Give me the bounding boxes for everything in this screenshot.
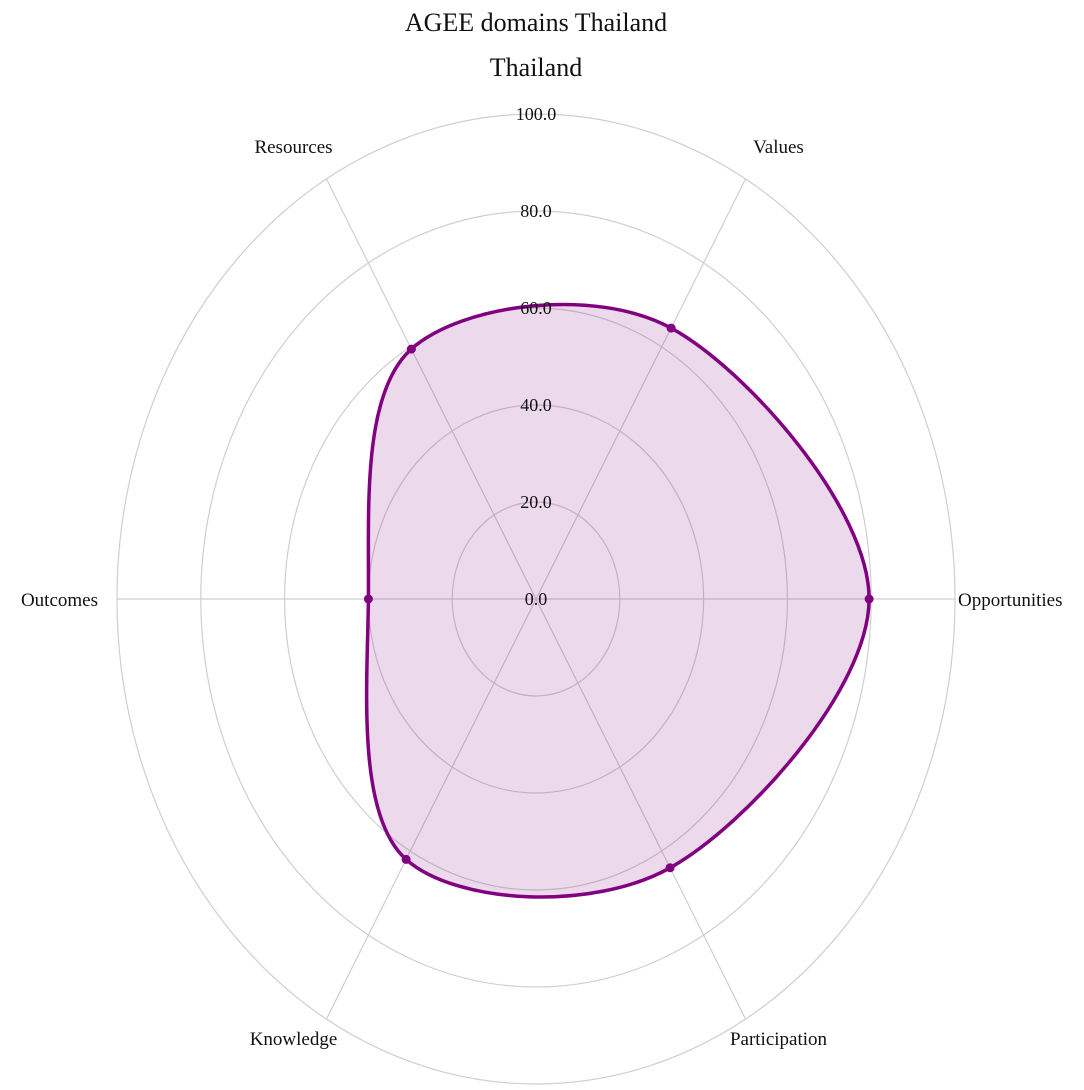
tick-label: 20.0 <box>520 492 552 512</box>
spoke-resources <box>325 178 537 600</box>
tick-label: 40.0 <box>520 395 552 415</box>
data-point-values <box>666 323 676 333</box>
axis-label-outcomes: Outcomes <box>21 590 98 611</box>
axis-label-resources: Resources <box>254 137 332 158</box>
axis-label-values: Values <box>753 137 804 158</box>
chart-title: AGEE domains Thailand <box>405 8 667 37</box>
spoke-knowledge <box>325 598 537 1020</box>
tick-label: 100.0 <box>516 104 557 124</box>
tick-label: 80.0 <box>520 201 552 221</box>
data-point-participation <box>665 863 675 873</box>
data-point-opportunities <box>864 594 874 604</box>
series-area-0 <box>364 302 871 899</box>
axis-labels: Opportunities Values Resources Outcomes Know… <box>21 137 1063 1050</box>
radial-tick-labels: 0.0 20.0 40.0 60.0 80.0 100.0 <box>516 104 557 609</box>
data-point-resources <box>406 344 416 354</box>
axis-label-participation: Participation <box>730 1029 828 1050</box>
series-layer <box>363 302 874 899</box>
data-point-outcomes <box>363 594 373 604</box>
axis-label-opportunities: Opportunities <box>958 590 1063 611</box>
tick-label: 0.0 <box>525 589 548 609</box>
axis-label-knowledge: Knowledge <box>250 1029 338 1050</box>
spoke-values <box>535 178 747 600</box>
chart-subtitle: Thailand <box>490 53 582 82</box>
data-point-knowledge <box>401 854 411 864</box>
tick-label: 60.0 <box>520 298 552 318</box>
spoke-participation <box>535 598 747 1020</box>
